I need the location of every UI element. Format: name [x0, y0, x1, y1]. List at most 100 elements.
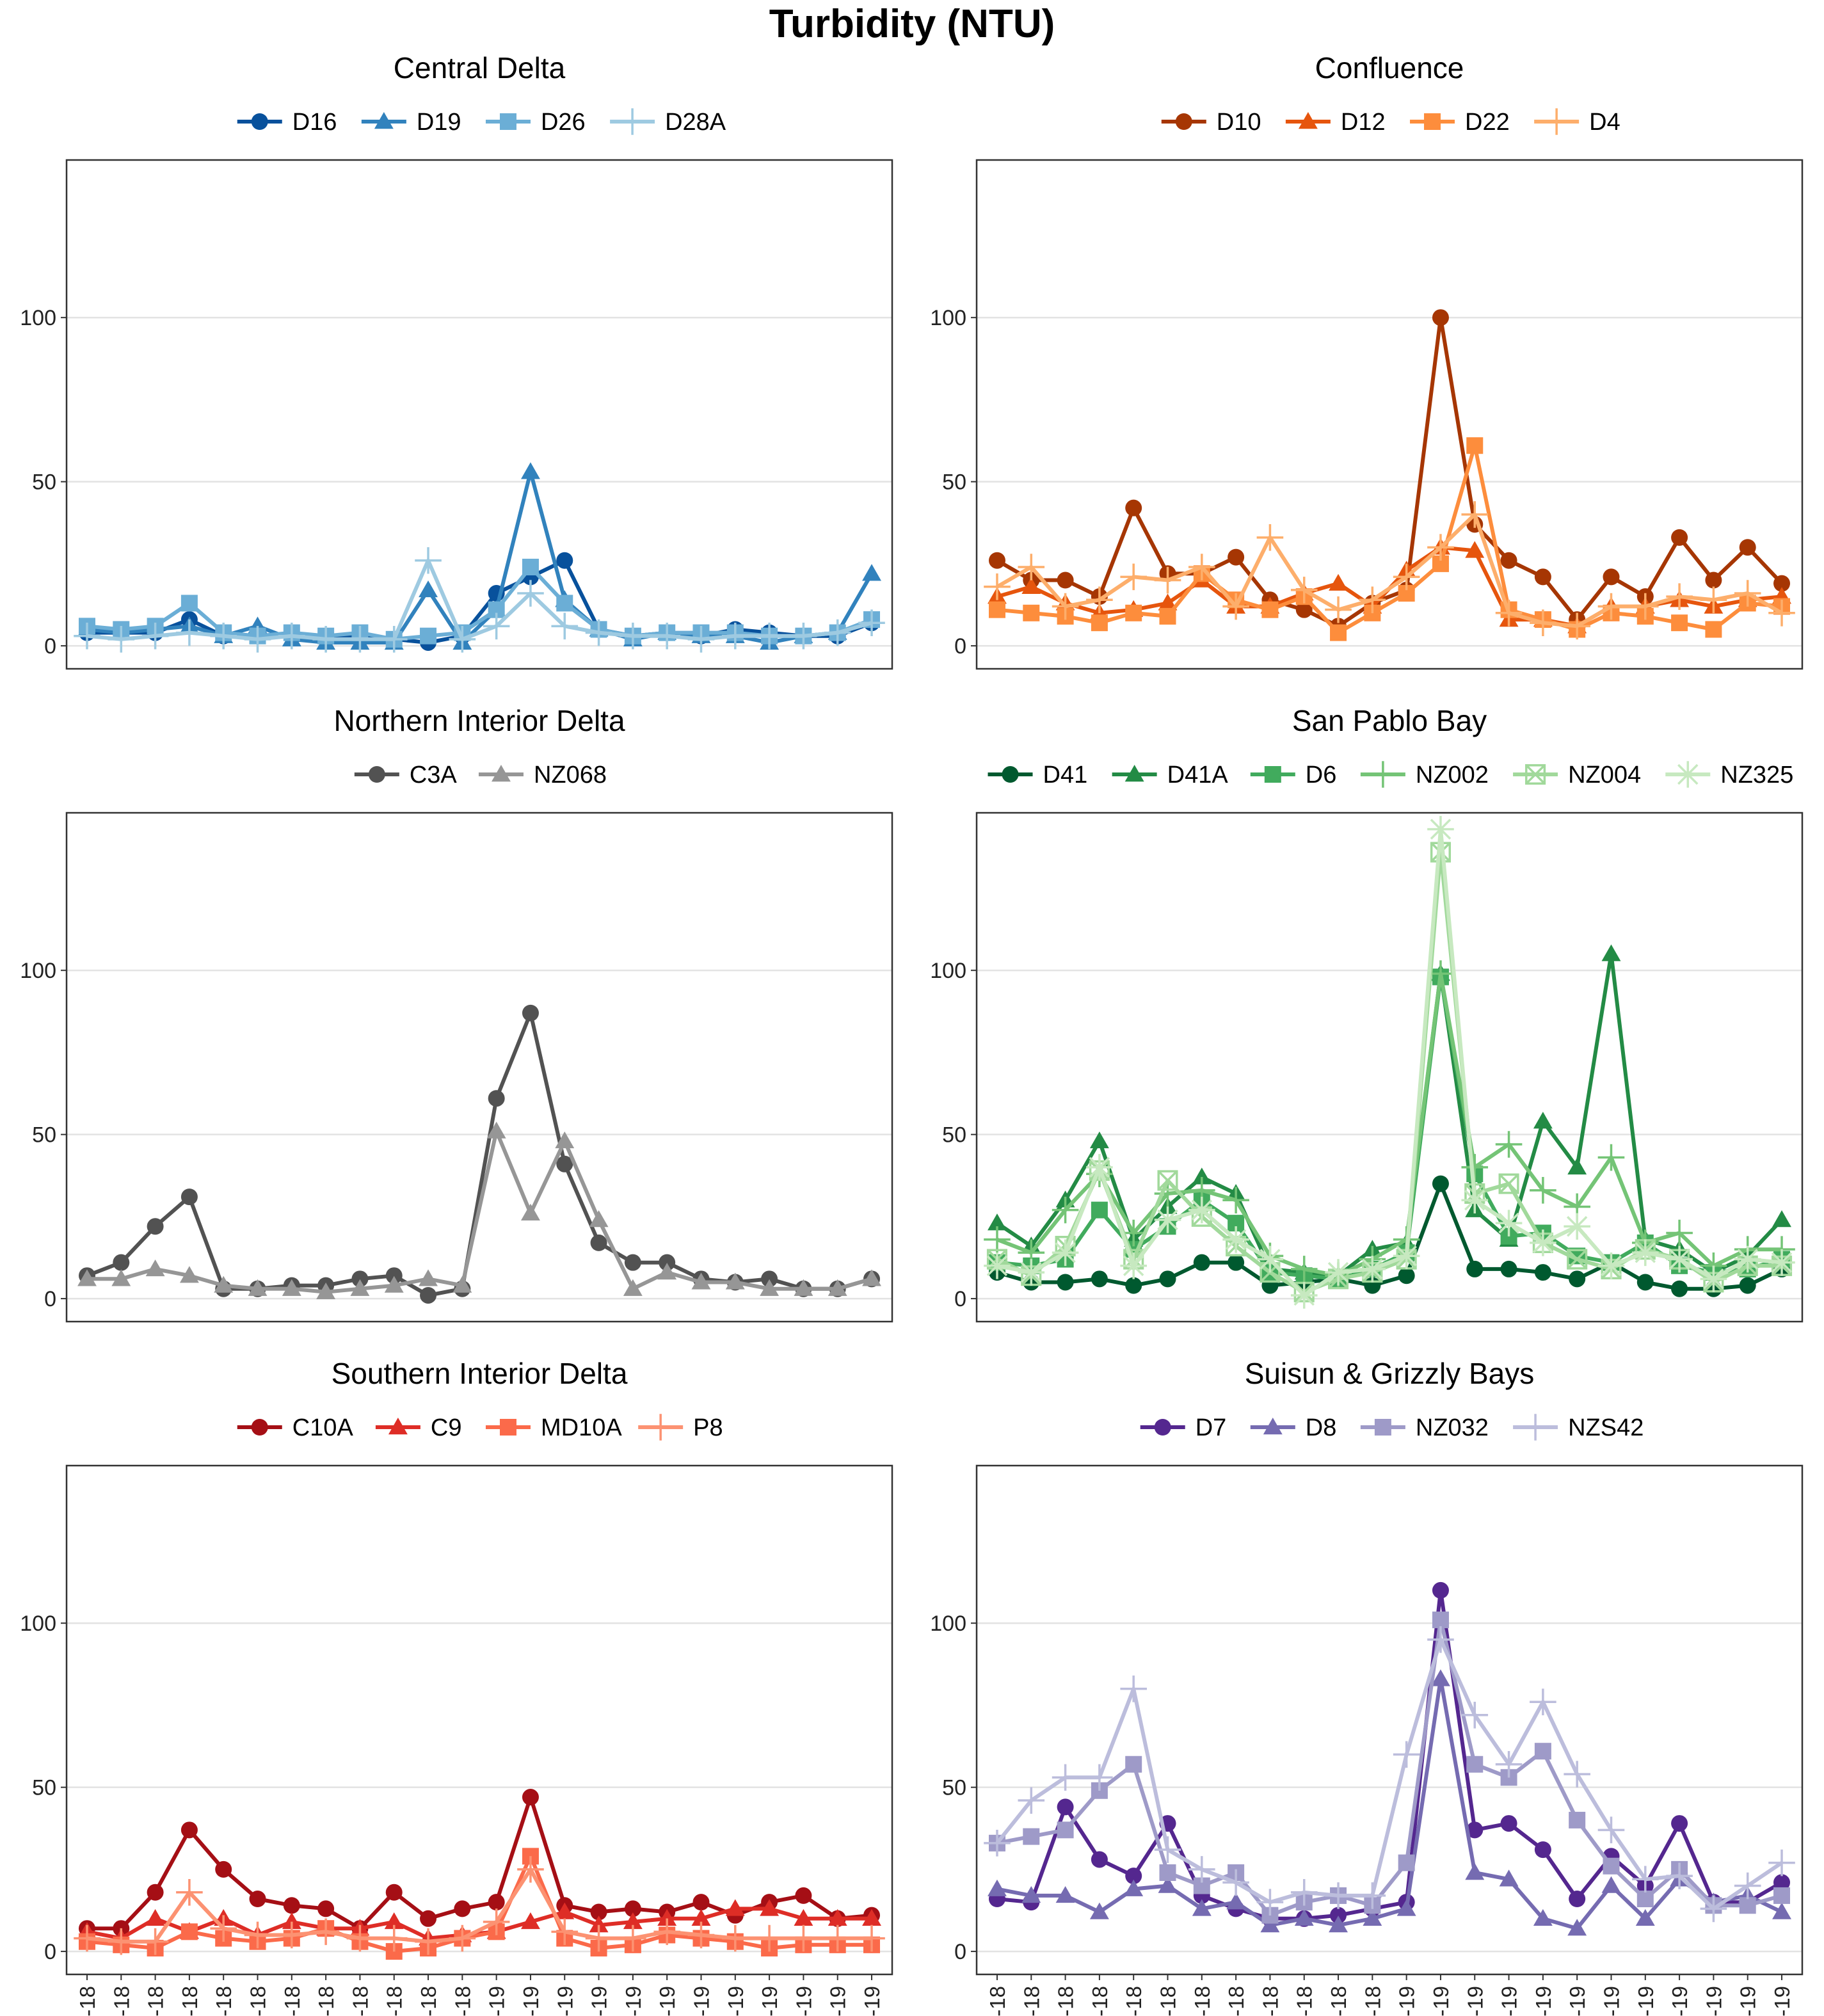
y-tick-label: 50 — [32, 470, 56, 495]
data-point — [180, 595, 198, 612]
data-point — [1154, 1836, 1181, 1863]
data-point — [380, 626, 408, 653]
data-point — [282, 1279, 301, 1296]
x-tick-label: Feb-19 — [519, 1986, 543, 2016]
data-point — [420, 1910, 437, 1927]
data-point — [488, 1090, 505, 1107]
data-point — [761, 1270, 778, 1288]
data-point — [1734, 580, 1761, 607]
y-tick-label: 50 — [32, 1776, 56, 1800]
data-point — [111, 1269, 131, 1286]
data-point — [1158, 1876, 1178, 1893]
data-point — [522, 1004, 539, 1021]
data-point — [984, 1830, 1011, 1857]
data-point — [692, 1894, 710, 1911]
data-point — [283, 1897, 300, 1914]
data-point — [1495, 600, 1523, 627]
data-point — [1671, 529, 1688, 546]
data-point — [1705, 621, 1722, 638]
x-tick-label: Oct-19 — [792, 1986, 815, 2016]
legend-item: D26 — [485, 109, 586, 136]
data-point — [1427, 1626, 1454, 1653]
data-point — [1564, 1213, 1590, 1240]
data-point — [1018, 1259, 1045, 1286]
series-line — [996, 1588, 1783, 1921]
series-D22 — [988, 437, 1791, 641]
data-point — [1700, 1265, 1727, 1293]
data-point — [1021, 577, 1041, 594]
data-point — [1057, 572, 1074, 589]
data-point — [1325, 1259, 1352, 1286]
legend-label: NZ002 — [1416, 762, 1489, 788]
x-tick-label: Aug-18 — [314, 1986, 338, 2016]
data-point — [687, 1921, 715, 1949]
data-point — [585, 619, 612, 646]
data-point — [1398, 1267, 1415, 1284]
legend-key-marker — [1543, 108, 1570, 135]
data-point — [180, 1923, 198, 1940]
x-tick-label: Sep-19 — [1668, 1986, 1692, 2016]
figure-title: Turbidity (NTU) — [769, 2, 1055, 46]
legend: D16 D19 D26 D28A — [237, 108, 726, 136]
data-point — [1671, 1280, 1688, 1297]
legend-item: C3A — [354, 762, 457, 788]
x-tick-label: Jun-19 — [1565, 1986, 1589, 2016]
data-point — [1603, 568, 1620, 586]
legend-label: NZ032 — [1416, 1414, 1489, 1441]
x-tick-label: Jan-18 — [76, 1986, 99, 2016]
y-tick-label: 100 — [20, 959, 56, 983]
data-point — [180, 1821, 198, 1839]
x-tick-label: Sep-18 — [348, 1986, 372, 2016]
x-tick-label: Apr-19 — [1498, 1986, 1521, 2016]
data-point — [1091, 1851, 1108, 1868]
data-point — [1023, 1828, 1040, 1845]
data-point — [1125, 499, 1142, 516]
data-point — [1567, 1249, 1588, 1270]
data-point — [350, 1279, 370, 1296]
data-point — [984, 1226, 1011, 1253]
legend-key-marker — [1522, 1414, 1549, 1441]
data-point — [1498, 1173, 1519, 1194]
data-point — [1597, 1816, 1625, 1844]
data-point — [1188, 554, 1215, 580]
x-tick-label: Dec-18 — [1361, 1986, 1384, 2016]
legend-item: D8 — [1250, 1414, 1336, 1441]
x-tick-label: Apr-18 — [178, 1986, 202, 2016]
data-point — [1290, 1878, 1318, 1906]
data-point — [1495, 1131, 1523, 1158]
legend-item: D12 — [1285, 109, 1386, 136]
data-point — [1461, 501, 1489, 528]
data-point — [1461, 1187, 1489, 1214]
data-point — [385, 1267, 403, 1284]
legend-key-marker — [251, 113, 268, 130]
data-point — [1359, 1256, 1386, 1283]
data-point — [1666, 1862, 1693, 1889]
data-point — [1533, 1112, 1553, 1129]
x-tick-label: Feb-18 — [1020, 1986, 1043, 2016]
data-point — [1023, 604, 1040, 621]
data-point — [1739, 1277, 1756, 1294]
data-point — [145, 1259, 165, 1277]
data-point — [1393, 1741, 1420, 1768]
data-point — [486, 1121, 506, 1139]
x-tick-label: Feb-19 — [1429, 1986, 1453, 2016]
legend-item: NZ068 — [478, 762, 607, 788]
data-point — [1290, 1282, 1318, 1309]
panel-title: Central Delta — [394, 51, 566, 84]
data-point — [1461, 1702, 1489, 1729]
legend-label: NZ004 — [1568, 762, 1641, 788]
legend-item: P8 — [638, 1414, 723, 1441]
data-point — [1432, 1581, 1449, 1599]
data-point — [1734, 1872, 1761, 1900]
data-point — [1018, 554, 1045, 580]
plot-frame — [975, 1464, 1804, 1976]
series-line — [996, 975, 1782, 1281]
x-tick-label: Dec-18 — [451, 1986, 474, 2016]
y-tick-label: 0 — [44, 1940, 56, 1964]
series-NZ325 — [984, 815, 1795, 1309]
legend-label: D28A — [665, 109, 726, 136]
series-line — [87, 1129, 872, 1294]
data-point — [1500, 1815, 1517, 1832]
data-point — [1530, 1177, 1556, 1204]
data-point — [1739, 1897, 1756, 1914]
